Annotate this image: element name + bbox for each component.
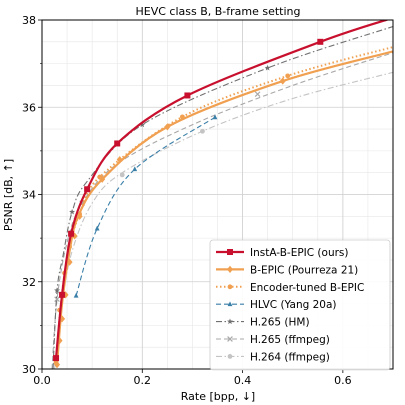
data-point	[76, 212, 83, 220]
x-tick-label: 0.4	[234, 374, 252, 387]
legend-label: H.264 (ffmpeg)	[250, 351, 330, 363]
series-line	[52, 26, 393, 369]
data-point	[69, 208, 76, 215]
data-point	[62, 291, 69, 299]
data-point	[99, 175, 106, 183]
data-point	[53, 355, 60, 362]
series-3	[73, 114, 218, 298]
x-axis-label: Rate [bpp, ↓]	[181, 390, 255, 403]
series-4	[52, 26, 393, 369]
legend-item: Encoder-tuned B-EPIC	[216, 282, 364, 294]
data-point	[84, 186, 91, 193]
data-point	[254, 91, 261, 97]
x-tick-label: 0.0	[33, 374, 51, 387]
data-point	[227, 249, 233, 255]
legend-item: H.265 (HM)	[216, 317, 310, 329]
data-point	[54, 287, 61, 293]
data-point	[279, 77, 286, 85]
legend-box	[209, 239, 391, 371]
y-axis-label: PSNR [dB, ↑]	[2, 159, 15, 231]
y-tick-label: 32	[22, 276, 36, 289]
legend-label: H.265 (HM)	[250, 317, 310, 329]
data-point	[227, 336, 233, 342]
chart-title: HEVC class B, B-frame setting	[135, 5, 300, 18]
y-tick-label: 34	[22, 189, 36, 202]
legend-item: H.264 (ffmpeg)	[216, 351, 330, 363]
data-point	[73, 292, 79, 298]
data-point	[212, 114, 218, 120]
legend-label: HLVC (Yang 20a)	[250, 299, 337, 311]
data-point	[139, 121, 146, 128]
data-point	[54, 361, 61, 369]
data-point	[119, 172, 125, 178]
data-point	[68, 230, 75, 237]
x-tick-label: 0.6	[334, 374, 352, 387]
y-tick-label: 38	[22, 14, 36, 27]
x-tick-label: 0.2	[134, 374, 152, 387]
legend-item: InstA-B-EPIC (ours)	[216, 247, 349, 259]
series-6	[53, 71, 393, 369]
data-point	[116, 156, 123, 164]
data-point	[59, 291, 66, 298]
data-point	[132, 166, 138, 172]
data-point	[114, 140, 121, 147]
data-point	[227, 354, 233, 359]
series-0	[53, 20, 390, 362]
data-point	[285, 73, 291, 79]
data-point	[66, 258, 73, 266]
data-point	[227, 284, 233, 290]
data-point	[184, 92, 191, 99]
legend-item: HLVC (Yang 20a)	[216, 299, 337, 311]
legend-label: InstA-B-EPIC (ours)	[250, 247, 349, 259]
legend-item: B-EPIC (Pourreza 21)	[216, 264, 358, 276]
legend-label: Encoder-tuned B-EPIC	[250, 282, 364, 294]
series-line	[75, 116, 216, 296]
legend-label: B-EPIC (Pourreza 21)	[250, 264, 358, 276]
data-point	[200, 128, 205, 134]
data-point	[94, 225, 100, 231]
data-point	[54, 296, 60, 303]
data-point	[227, 301, 233, 307]
y-tick-label: 36	[22, 101, 36, 114]
data-point	[317, 38, 324, 45]
data-point	[227, 318, 233, 325]
legend-item: H.265 (ffmpeg)	[216, 334, 330, 346]
data-point	[164, 123, 171, 131]
legend: InstA-B-EPIC (ours) B-EPIC (Pourreza 21) E…	[209, 239, 391, 371]
series-line	[53, 71, 393, 369]
series-layer	[51, 20, 393, 369]
axis-ticks: 0.0 0.2 0.4 0.6 30 32 34 36 38	[22, 14, 352, 387]
legend-label: H.265 (ffmpeg)	[250, 334, 330, 346]
data-point	[227, 265, 233, 273]
data-point	[264, 64, 271, 71]
y-tick-label: 30	[22, 363, 36, 376]
